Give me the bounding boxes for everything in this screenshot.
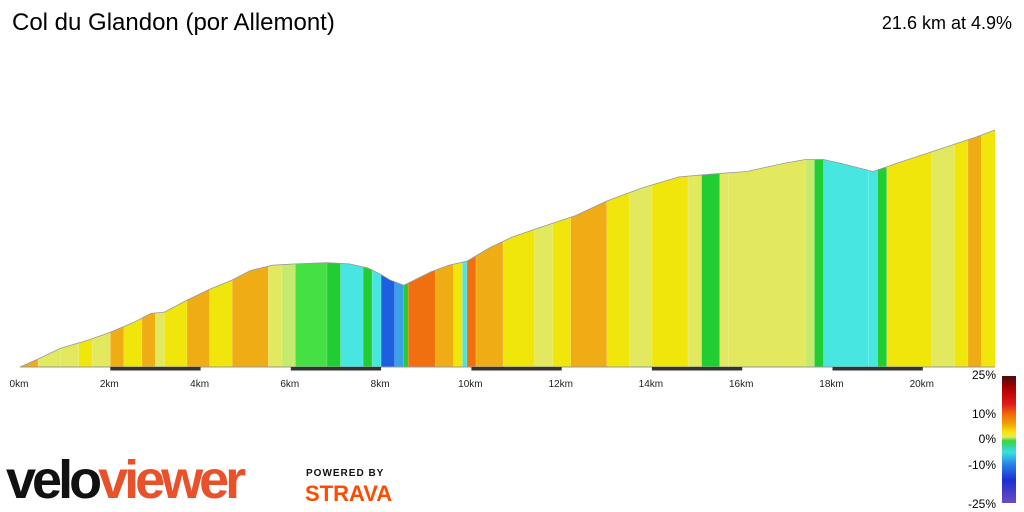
profile-outline [19,129,996,368]
km-markers [110,367,923,371]
x-tick-label: 0km [10,379,29,390]
gradient-segment [719,130,730,367]
gradient-segment [78,130,93,367]
x-tick-label: 14km [639,379,663,390]
km-marker-bar [110,367,201,371]
gradient-segment [814,130,824,367]
x-tick-label: 12km [548,379,572,390]
gradient-segment [408,130,436,367]
gradient-segment [981,130,995,367]
gradient-segment [728,130,806,367]
gradient-segment [268,130,283,367]
gradient-segment [967,130,982,367]
gradient-segment [453,130,463,367]
gradient-segment [503,130,536,367]
gradient-segment [534,130,554,367]
gradient-segment [570,130,608,367]
x-tick-labels: 0km 2km 4km 6km 8km 10km 12km 14km 16km 18km 20km [10,379,934,390]
gradient-segment [606,130,630,367]
km-marker-bar [832,367,923,371]
gradient-segment [155,130,165,367]
strava-logo[interactable]: STRAVA [305,481,393,506]
gradient-segment [232,130,269,367]
scale-label-max: 25% [971,368,996,382]
gradient-segment [688,130,703,367]
gradient-color-scale [1002,376,1016,503]
powered-by-label: POWERED BY [306,468,385,479]
gradient-segment [651,130,689,367]
km-marker-bar [471,367,562,371]
km-marker-bar [290,367,382,371]
gradient-segments [20,130,995,367]
gradient-segment [805,130,815,367]
gradient-segment [187,130,211,367]
gradient-segment [326,130,341,367]
x-tick-label: 16km [729,379,753,390]
gradient-segment [886,130,933,367]
gradient-segment [123,130,143,367]
logo-text-viewer: viewer [98,450,246,510]
gradient-segment [340,130,364,367]
gradient-segment [868,130,879,367]
scale-label-min: -25% [967,497,996,511]
x-tick-label: 2km [100,379,119,390]
gradient-segment [141,130,156,367]
gradient-segment [954,130,969,367]
gradient-segment [20,130,39,367]
x-tick-label: 8km [371,379,390,390]
gradient-segment [823,130,870,367]
elevation-profile-chart: 0km 2km 4km 6km 8km 10km 12km 14km 16km 18km 20km [10,129,996,390]
x-tick-label: 20km [910,379,934,390]
gradient-segment [164,130,188,367]
gradient-segment [394,130,405,367]
x-tick-label: 10km [458,379,482,390]
gradient-segment [552,130,572,367]
scale-label-10: 10% [971,407,996,421]
scale-label-minus10: -10% [967,458,996,472]
gradient-segment [372,130,382,367]
gradient-segment [209,130,233,367]
gradient-segment [931,130,955,367]
gradient-segment [92,130,111,367]
gradient-segment [38,130,62,367]
gradient-segment [381,130,396,367]
gradient-segment [363,130,373,367]
x-tick-label: 4km [190,379,209,390]
gradient-segment [435,130,454,367]
gradient-segment [110,130,125,367]
gradient-segment [475,130,504,367]
page-title: Col du Glandon (por Allemont) [12,9,335,36]
gradient-segment [281,130,296,367]
x-tick-label: 18km [819,379,843,390]
gradient-segment [701,130,721,367]
x-tick-label: 6km [280,379,299,390]
climb-summary: 21.6 km at 4.9% [881,13,1012,33]
gradient-segment [629,130,653,367]
scale-label-0: 0% [978,432,996,446]
veloviewer-logo[interactable]: veloviewer [6,448,246,512]
gradient-segment [466,130,477,367]
gradient-segment [295,130,328,367]
logo-text-velo: velo [6,450,102,510]
km-marker-bar [651,367,743,371]
gradient-segment [877,130,888,367]
gradient-segment [60,130,80,367]
